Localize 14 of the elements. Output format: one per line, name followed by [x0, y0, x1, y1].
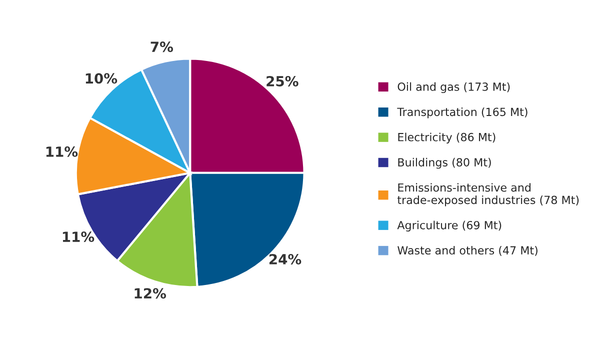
data-label: 10%: [86, 73, 118, 84]
data-label: 11%: [46, 146, 78, 157]
legend-label: Buildings (80 Mt): [398, 158, 491, 169]
data-label: 12%: [134, 288, 166, 299]
legend-label: Agriculture (69 Mt): [397, 220, 502, 232]
legend-label: Transportation (165 Mt): [397, 108, 528, 118]
data-label: 11%: [62, 232, 94, 242]
legend-label: Oil and gas (173 Mt): [398, 82, 510, 94]
data-label: 25%: [266, 76, 298, 86]
data-label: 24%: [269, 254, 302, 264]
legend-label: Electricity (86 Mt): [398, 132, 496, 144]
legend-label: Waste and others (47 Mt): [398, 246, 538, 256]
legend-label: Emissions-intensive and trade-exposed industries (78 Mt): [397, 183, 579, 206]
data-label: 7%: [150, 42, 174, 52]
